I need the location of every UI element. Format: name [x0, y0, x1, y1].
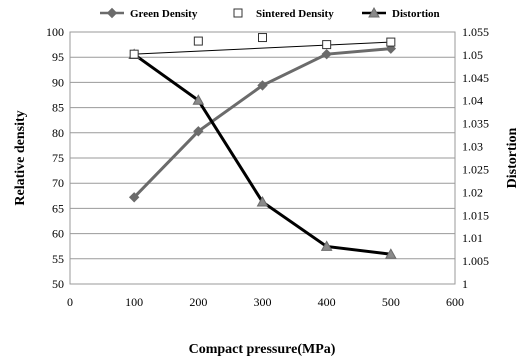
legend: Green Density Sintered Density Distortion: [100, 6, 440, 20]
legend-marker: [233, 8, 243, 18]
legend-label: Distortion: [392, 8, 440, 20]
y2-tick-label: 1.025: [462, 162, 489, 176]
y2-tick-label: 1.04: [462, 94, 483, 108]
y-tick-label: 90: [52, 75, 64, 89]
x-tick-label: 200: [189, 295, 207, 309]
sintered-density-point: [386, 37, 396, 47]
x-tick-label: 400: [318, 295, 336, 309]
x-tick-label: 100: [125, 295, 143, 309]
y-tick-label: 75: [52, 151, 64, 165]
y2-tick-label: 1: [462, 277, 468, 291]
legend-marker: [368, 6, 380, 18]
y2-tick-label: 1.015: [462, 208, 489, 222]
y2-tick-label: 1.045: [462, 71, 489, 85]
y-tick-label: 85: [52, 101, 64, 115]
y-tick-label: 80: [52, 126, 64, 140]
sintered-density-point: [129, 49, 139, 59]
x-tick-label: 300: [254, 295, 272, 309]
y-tick-label: 65: [52, 201, 64, 215]
legend-label: Green Density: [130, 8, 198, 20]
distortion-point: [192, 94, 205, 105]
y2-tick-label: 1.005: [462, 254, 489, 268]
distortion-point: [320, 240, 333, 251]
x-tick-label: 600: [446, 295, 464, 309]
x-axis-title: Compact pressure(MPa): [189, 342, 336, 357]
y-tick-label: 70: [52, 176, 64, 190]
green-density-point: [193, 126, 204, 137]
distortion-point: [256, 195, 269, 207]
legend-marker: [106, 7, 118, 19]
series-layer: [128, 33, 397, 259]
y2-axis-title: Distortion: [505, 127, 520, 188]
plot-area-border: [69, 31, 456, 285]
sintered-density-trendline: [134, 41, 391, 55]
y2-tick-label: 1.035: [462, 117, 489, 131]
legend-label: Sintered Density: [256, 8, 334, 20]
y-tick-label: 60: [52, 227, 64, 241]
y2-tick-label: 1.01: [462, 231, 483, 245]
y-tick-label: 50: [52, 277, 64, 291]
green-density-point: [321, 48, 332, 60]
green-density-point: [257, 80, 268, 91]
y-tick-label: 100: [46, 25, 64, 39]
y2-tick-label: 1.02: [462, 185, 483, 199]
y-axis-title: Relative density: [13, 110, 28, 205]
distortion-point: [384, 248, 397, 259]
y2-tick-label: 1.03: [462, 140, 483, 154]
sintered-density-point: [193, 36, 203, 46]
green-density-point: [128, 192, 140, 203]
gridlines: [70, 31, 455, 260]
y-tick-label: 55: [52, 252, 64, 266]
x-tick-label: 500: [382, 295, 400, 309]
x-tick-label: 0: [67, 295, 73, 309]
y2-tick-label: 1.055: [462, 25, 489, 39]
sintered-density-point: [322, 40, 332, 50]
y2-tick-label: 1.05: [462, 48, 483, 62]
axes: 50 55 60 65 70 75 80 85 90 95 100 1 1.005 1.01 1.015 1.…: [46, 25, 489, 309]
sintered-density-point: [258, 33, 267, 43]
y-tick-label: 95: [52, 50, 64, 64]
green-density-line: [133, 47, 391, 199]
